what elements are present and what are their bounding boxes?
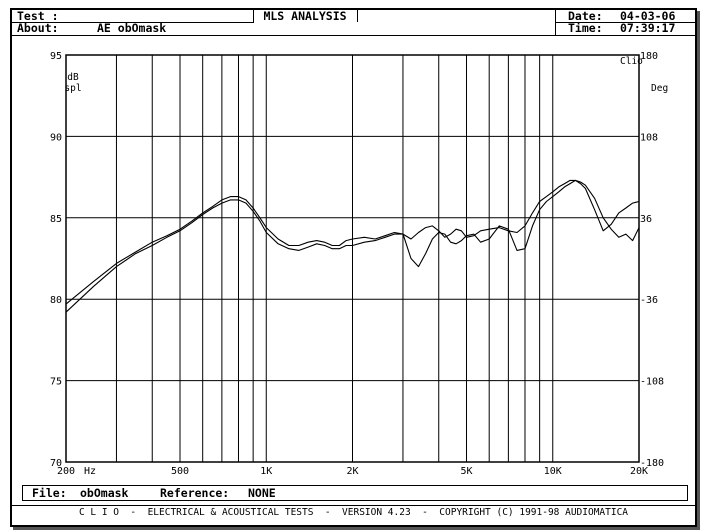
analysis-window (10, 8, 697, 527)
file-name: obOmask (80, 486, 129, 500)
title-box-left (253, 10, 254, 22)
reference-label: Reference: (160, 486, 230, 500)
y-axis-label-spl: spl (64, 83, 81, 94)
x-tick-label: 500 (171, 466, 189, 477)
y-axis-label-db: dB (67, 72, 79, 83)
page-title: MLS ANALYSIS (263, 9, 347, 23)
header-divider (555, 22, 695, 23)
footer-copyright: C L I O - ELECTRICAL & ACOUSTICAL TESTS … (78, 507, 629, 518)
x-tick-label: 10K (544, 466, 562, 477)
response-curve-1 (65, 179, 640, 313)
file-bar: File: obOmask Reference: NONE (22, 485, 688, 501)
footer-divider (12, 505, 695, 506)
reference-value: NONE (248, 486, 276, 500)
x-tick-label: 5K (460, 466, 472, 477)
about-label: About: (17, 21, 59, 35)
file-label: File: (32, 486, 67, 500)
y2-tick-label: 180 (640, 51, 658, 62)
x-tick-label: 2K (346, 466, 358, 477)
x-tick-label: 200 (57, 466, 75, 477)
test-label: Test : (17, 9, 59, 23)
y-tick-label: 75 (50, 377, 62, 388)
response-curve-2 (65, 179, 640, 305)
title-box-right (357, 10, 358, 22)
header-bottom-border (12, 35, 695, 36)
y-tick-label: 95 (50, 51, 62, 62)
clio-corner-label: Clio (620, 56, 643, 67)
date-box-left (555, 10, 556, 35)
x-tick-label: 1K (260, 466, 272, 477)
time-value: 07:39:17 (620, 21, 676, 35)
y2-tick-label: -180 (640, 458, 664, 469)
about-value: AE obOmask (97, 21, 167, 35)
y-tick-label: 80 (50, 295, 62, 306)
y-tick-label: 90 (50, 132, 62, 143)
y2-tick-label: -108 (640, 377, 664, 388)
time-label: Time: (568, 21, 603, 35)
x-axis-unit-label: Hz (84, 466, 96, 477)
y2-axis-label: Deg (651, 83, 668, 94)
date-value: 04-03-06 (620, 9, 676, 23)
x-tick-label: 20K (630, 466, 648, 477)
y2-tick-label: 108 (640, 132, 658, 143)
y2-tick-label: 36 (640, 214, 652, 225)
y-tick-label: 70 (50, 458, 62, 469)
y-tick-label: 85 (50, 214, 62, 225)
date-label: Date: (568, 9, 603, 23)
y2-tick-label: -36 (640, 295, 658, 306)
header-divider (12, 22, 254, 23)
